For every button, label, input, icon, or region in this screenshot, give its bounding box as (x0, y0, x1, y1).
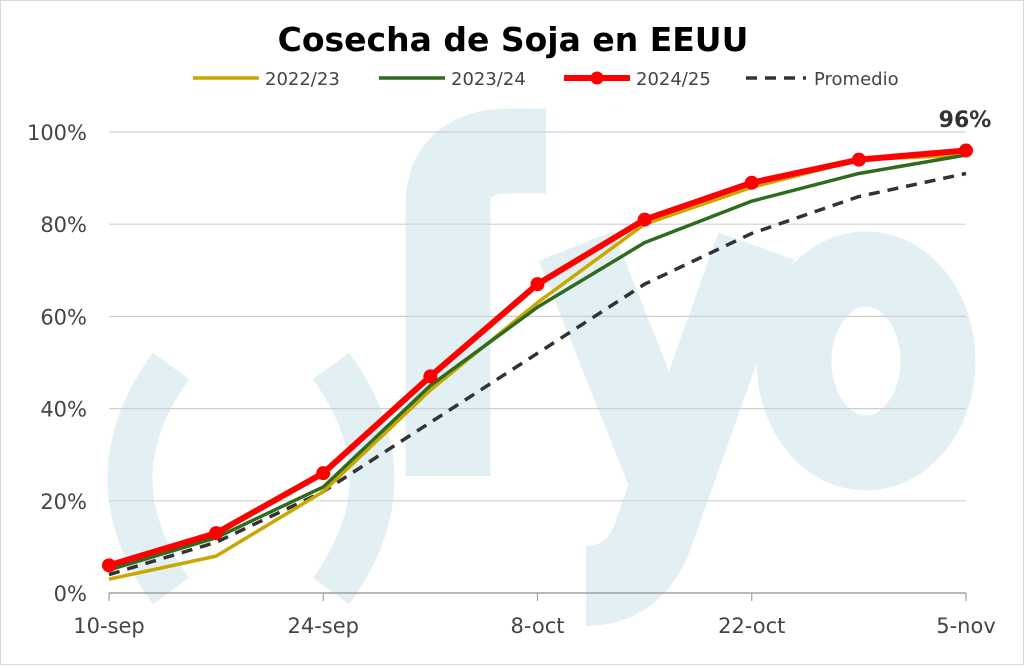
watermark-y-right-shape (584, 232, 794, 626)
y-tick-label: 100% (27, 121, 87, 145)
data-point (959, 143, 973, 158)
legend-label: 2024/25 (636, 69, 711, 90)
watermark-close-paren-shape (312, 352, 395, 605)
legend-label: Promedio (814, 69, 899, 90)
legend-label: 2022/23 (265, 69, 340, 90)
y-tick-label: 20% (40, 490, 87, 514)
watermark-o-shape (756, 231, 976, 491)
data-point (423, 369, 438, 384)
legend: 2022/23 2023/24 2024/25 Promedio (193, 69, 899, 90)
x-tick-label: 5-nov (936, 614, 996, 638)
series-line-2024-25 (108, 147, 967, 569)
x-tick-label: 10-sep (73, 614, 145, 638)
data-point (851, 152, 866, 167)
series-line-promedio (108, 171, 967, 577)
series-line-2022-23 (108, 153, 967, 581)
chart-title: Cosecha de Soja en EEUU (278, 20, 749, 59)
series-line-2023-24 (108, 153, 967, 572)
y-tick-label: 60% (40, 305, 87, 329)
fyo-watermark (107, 108, 976, 626)
data-point (530, 277, 545, 292)
y-tick-label: 80% (40, 213, 87, 237)
y-tick-label: 40% (40, 398, 87, 422)
y-tick-label: 0% (54, 582, 87, 606)
data-point (209, 526, 224, 541)
data-point (744, 175, 759, 190)
x-tick-label: 8-oct (511, 614, 565, 638)
legend-marker (590, 71, 604, 85)
x-tick-label: 22-oct (718, 614, 785, 638)
legend-label: 2023/24 (451, 69, 526, 90)
watermark-f-shape (405, 108, 546, 476)
data-point (316, 466, 331, 481)
data-point (102, 558, 116, 573)
x-tick-label: 24-sep (288, 614, 360, 638)
last-value-annotation: 96% (939, 108, 992, 133)
data-point (637, 212, 652, 227)
